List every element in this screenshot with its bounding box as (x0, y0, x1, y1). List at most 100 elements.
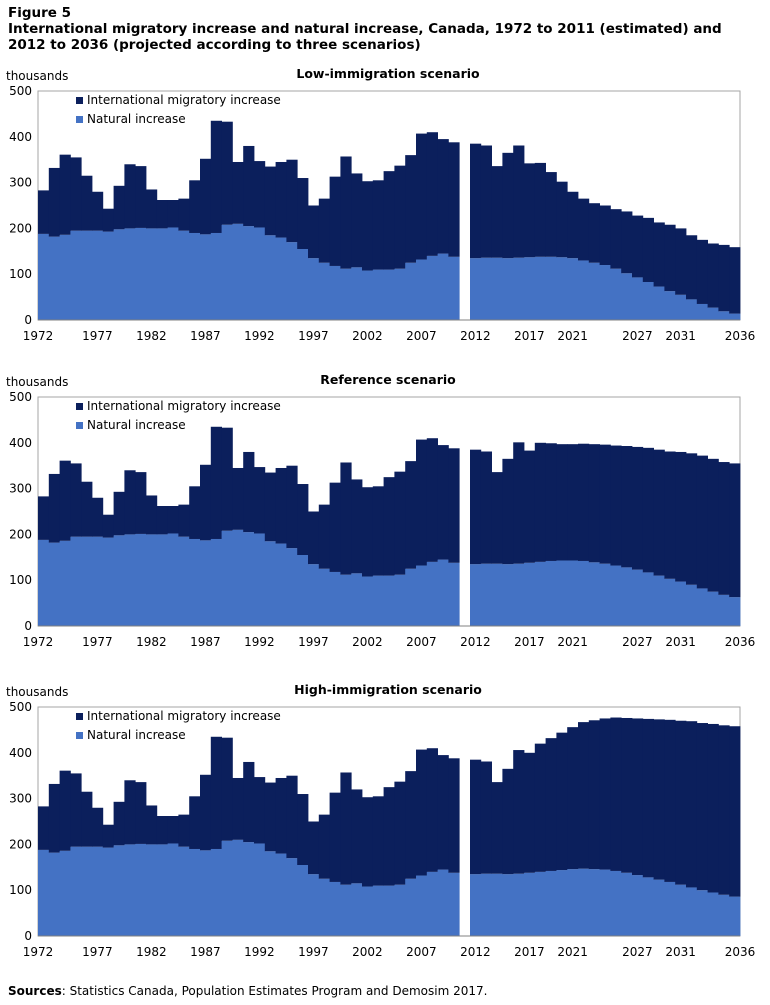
migratory-increase-bar (146, 495, 158, 535)
migratory-increase-bar (156, 506, 168, 535)
migratory-increase-bar (210, 120, 222, 233)
x-tick-label: 1977 (82, 945, 113, 959)
natural-increase-bar (664, 291, 676, 320)
natural-increase-bar (362, 886, 374, 936)
natural-increase-bar (448, 562, 460, 626)
natural-increase-bar (480, 257, 492, 320)
natural-increase-bar (675, 581, 687, 626)
natural-increase-bar (264, 541, 276, 626)
migratory-increase-bar (81, 791, 93, 847)
natural-increase-bar (524, 257, 536, 320)
natural-increase-bar (308, 258, 320, 320)
natural-increase-bar (232, 839, 244, 936)
migratory-increase-bar (513, 750, 525, 874)
natural-increase-bar (513, 563, 525, 626)
migratory-increase-bar (588, 444, 600, 563)
natural-increase-bar (275, 853, 287, 936)
x-tick-label: 2036 (725, 945, 756, 959)
natural-increase-bar (394, 884, 406, 936)
natural-increase-bar (38, 849, 50, 936)
natural-increase-bar (146, 534, 158, 626)
natural-increase-bar (632, 569, 644, 626)
natural-increase-bar (480, 873, 492, 936)
natural-increase-bar (599, 563, 611, 626)
natural-increase-bar (340, 574, 352, 626)
natural-increase-bar (156, 844, 168, 936)
natural-increase-bar (92, 230, 104, 320)
legend-swatch (76, 97, 83, 104)
natural-increase-bar (513, 257, 525, 320)
migratory-increase-bar (696, 239, 708, 304)
migratory-increase-bar (189, 796, 201, 849)
migratory-increase-bar (243, 451, 255, 533)
migratory-increase-bar (621, 211, 633, 274)
legend-label: Natural increase (87, 728, 186, 742)
migratory-increase-bar (372, 180, 384, 270)
natural-increase-bar (524, 562, 536, 626)
natural-increase-bar (340, 884, 352, 936)
migratory-increase-bar (502, 458, 514, 565)
panel-title: Low-immigration scenario (296, 66, 480, 81)
migratory-increase-bar (70, 157, 82, 231)
natural-increase-bar (102, 847, 114, 936)
migratory-increase-bar (588, 203, 600, 263)
migratory-increase-bar (653, 222, 665, 287)
natural-increase-bar (232, 529, 244, 626)
migratory-increase-bar (718, 725, 730, 895)
natural-increase-bar (686, 584, 698, 626)
x-tick-label: 2007 (406, 635, 437, 649)
migratory-increase-bar (556, 181, 568, 258)
migratory-increase-bar (480, 145, 492, 258)
natural-increase-bar (437, 869, 449, 936)
migratory-increase-bar (48, 167, 60, 237)
natural-increase-bar (48, 542, 60, 626)
migratory-increase-bar (686, 721, 698, 888)
migratory-increase-bar (38, 806, 50, 850)
natural-increase-bar (70, 846, 82, 936)
migratory-increase-bar (124, 780, 136, 845)
migratory-increase-bar (70, 773, 82, 847)
migratory-increase-bar (707, 243, 719, 308)
natural-increase-bar (200, 540, 212, 626)
x-tick-label: 1997 (298, 635, 329, 649)
x-tick-label: 2021 (557, 635, 588, 649)
natural-increase-bar (534, 256, 546, 320)
natural-increase-bar (729, 597, 741, 626)
x-tick-label: 2002 (352, 635, 383, 649)
migratory-increase-bar (297, 178, 309, 250)
migratory-increase-bar (329, 176, 341, 266)
natural-increase-bar (189, 848, 201, 936)
natural-increase-bar (578, 260, 590, 320)
natural-increase-bar (524, 872, 536, 936)
migratory-increase-bar (524, 752, 536, 873)
y-tick-label: 200 (9, 221, 32, 235)
x-tick-label: 1977 (82, 635, 113, 649)
y-tick-label: 200 (9, 837, 32, 851)
x-tick-label: 1987 (190, 945, 221, 959)
natural-increase-bar (621, 872, 633, 936)
natural-increase-bar (707, 892, 719, 936)
y-tick-label: 400 (9, 130, 32, 144)
migratory-increase-bar (686, 235, 698, 300)
x-tick-label: 1997 (298, 945, 329, 959)
migratory-increase-bar (578, 443, 590, 561)
migratory-increase-bar (632, 446, 644, 570)
migratory-increase-bar (221, 737, 233, 841)
natural-increase-bar (189, 232, 201, 320)
migratory-increase-bar (254, 161, 266, 228)
x-tick-label: 2017 (514, 635, 545, 649)
natural-increase-bar (297, 555, 309, 626)
natural-increase-bar (718, 894, 730, 936)
migratory-increase-bar (102, 208, 114, 232)
natural-increase-bar (372, 885, 384, 936)
y-tick-label: 300 (9, 176, 32, 190)
migratory-increase-bar (210, 426, 222, 539)
migratory-increase-bar (92, 807, 104, 847)
migratory-increase-bar (189, 180, 201, 233)
x-tick-label: 2007 (406, 945, 437, 959)
migratory-increase-bar (156, 200, 168, 229)
legend-swatch (76, 116, 83, 123)
migratory-increase-bar (502, 768, 514, 875)
natural-increase-bar (383, 269, 395, 320)
chart-high-immigration: High-immigration scenario thousands 0 100 20… (6, 682, 756, 959)
